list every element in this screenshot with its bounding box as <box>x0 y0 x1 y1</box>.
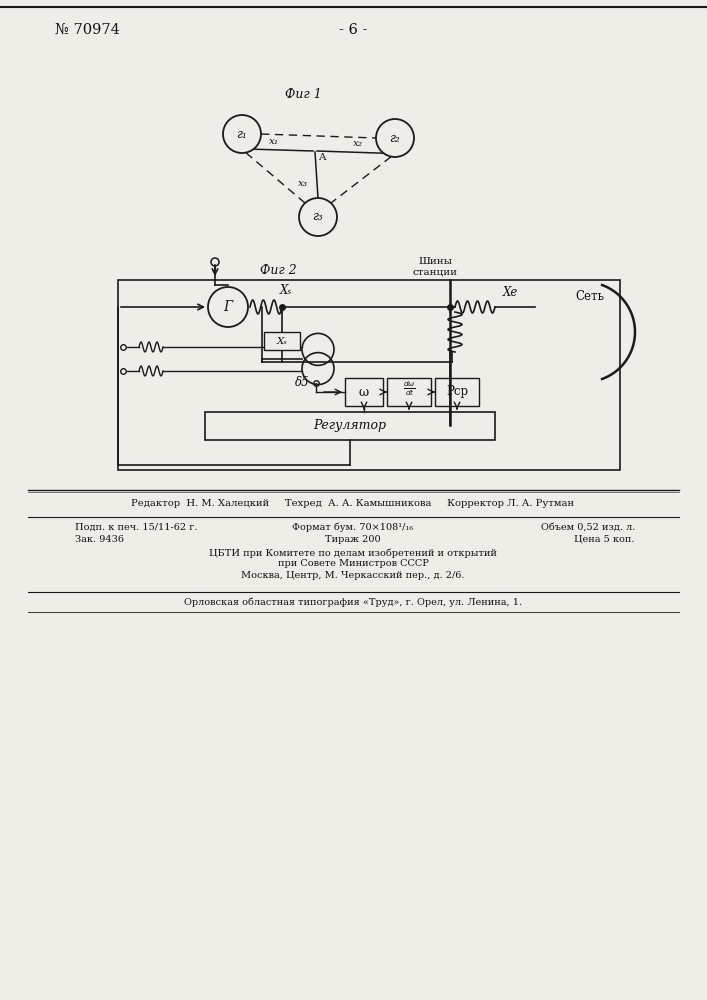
Text: ЦБТИ при Комитете по делам изобретений и открытий: ЦБТИ при Комитете по делам изобретений и… <box>209 548 497 558</box>
Text: - 6 -: - 6 - <box>339 23 367 37</box>
Text: A: A <box>318 153 325 162</box>
Text: Фиг 1: Фиг 1 <box>285 89 322 102</box>
Bar <box>435 378 479 406</box>
Text: № 70974: № 70974 <box>55 23 120 37</box>
Text: г₁: г₁ <box>237 127 247 140</box>
Text: Xₛ: Xₛ <box>280 284 292 298</box>
Text: $\frac{d\omega}{dt}$: $\frac{d\omega}{dt}$ <box>403 380 415 398</box>
Text: Москва, Центр, М. Черкасский пер., д. 2/6.: Москва, Центр, М. Черкасский пер., д. 2/… <box>241 570 464 580</box>
Text: Цена 5 коп.: Цена 5 коп. <box>575 534 635 544</box>
Text: δ5: δ5 <box>295 376 310 389</box>
Bar <box>345 378 383 406</box>
Circle shape <box>208 287 248 327</box>
Text: Подп. к печ. 15/11-62 г.: Подп. к печ. 15/11-62 г. <box>75 522 197 532</box>
Text: Сеть: Сеть <box>575 290 604 304</box>
Text: Регулятор: Регулятор <box>313 420 387 432</box>
Circle shape <box>299 198 337 236</box>
Text: Г: Г <box>223 300 233 314</box>
Circle shape <box>376 119 414 157</box>
Bar <box>387 378 431 406</box>
Text: г₂: г₂ <box>390 131 400 144</box>
Text: при Совете Министров СССР: при Совете Министров СССР <box>278 560 428 568</box>
Text: Тираж 200: Тираж 200 <box>325 534 381 544</box>
Text: ω: ω <box>359 385 369 398</box>
Text: Объем 0,52 изд. л.: Объем 0,52 изд. л. <box>541 522 635 532</box>
Bar <box>264 332 300 350</box>
Text: x₃: x₃ <box>298 178 308 188</box>
Text: Xₛ: Xₛ <box>276 336 288 346</box>
Text: x₁: x₁ <box>269 137 279 146</box>
Circle shape <box>223 115 261 153</box>
Bar <box>205 412 495 440</box>
Text: Pср: Pср <box>446 385 468 398</box>
Text: Зак. 9436: Зак. 9436 <box>75 534 124 544</box>
Text: г₃: г₃ <box>312 211 323 224</box>
Text: Фиг 2: Фиг 2 <box>259 263 296 276</box>
Text: Формат бум. 70×108¹/₁₆: Формат бум. 70×108¹/₁₆ <box>293 522 414 532</box>
Text: Редактор  Н. М. Халецкий     Техред  А. А. Камышникова     Корректор Л. А. Рутма: Редактор Н. М. Халецкий Техред А. А. Кам… <box>132 499 575 508</box>
Text: Орловская областная типография «Труд», г. Орел, ул. Ленина, 1.: Орловская областная типография «Труд», г… <box>184 597 522 607</box>
Text: Xе: Xе <box>502 286 518 300</box>
Text: Шины
станции: Шины станции <box>412 257 457 277</box>
Text: x₂: x₂ <box>353 139 363 148</box>
Bar <box>118 280 620 470</box>
